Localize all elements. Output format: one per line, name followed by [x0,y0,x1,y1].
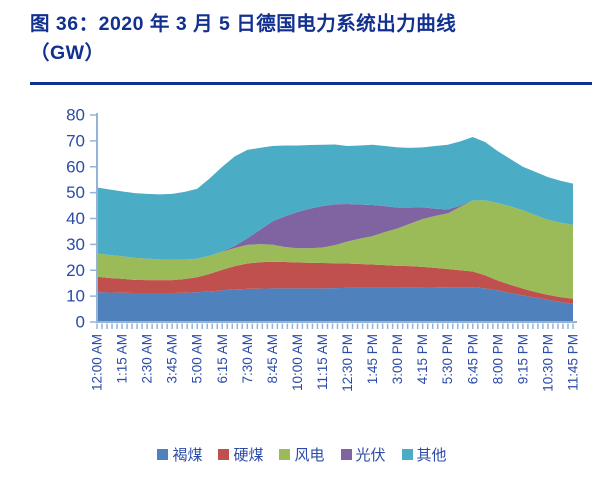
y-tick-label: 30 [66,235,85,254]
x-tick-label: 7:30 AM [240,334,255,384]
x-tick-label: 6:15 AM [215,334,230,384]
area-solar [97,200,573,260]
legend-item-wind: 风电 [279,444,325,465]
x-tick-label: 1:15 AM [115,334,130,384]
legend-item-lignite: 褐煤 [157,444,202,465]
x-tick-label: 11:15 AM [315,334,330,390]
legend-item-other: 其他 [401,444,447,465]
x-tick-label: 11:45 PM [566,334,581,391]
x-tick-label: 10:30 PM [540,334,555,392]
area-other [97,136,573,260]
y-tick-label: 10 [66,287,85,306]
y-tick-label: 0 [76,313,85,332]
legend-label-hard-coal: 硬煤 [233,447,264,464]
y-tick-label: 60 [66,157,85,176]
x-tick-label: 6:45 PM [465,334,480,384]
legend-swatch-lignite [157,449,169,460]
legend-swatch-solar [340,449,352,460]
title-underline [30,82,592,85]
x-tick-label: 3:00 PM [390,334,405,384]
area-wind [97,200,573,299]
y-tick-label: 70 [66,131,85,150]
x-tick-label: 3:45 AM [165,334,180,384]
x-tick-label: 10:00 AM [290,334,305,391]
x-tick-label: 2:30 AM [140,334,155,384]
x-tick-label: 12:00 AM [90,334,105,391]
legend-label-other: 其他 [416,447,447,464]
x-tick-label: 5:00 AM [190,334,205,384]
y-tick-label: 40 [66,209,85,228]
x-tick-label: 9:15 PM [515,334,530,384]
x-tick-label: 4:15 PM [415,334,430,384]
legend-swatch-wind [279,449,291,460]
legend-item-solar: 光伏 [340,444,386,465]
figure-title-line2: （GW） [30,42,105,64]
legend-item-hard-coal: 硬煤 [218,444,263,465]
x-tick-label: 8:00 PM [490,334,505,384]
legend-label-wind: 风电 [294,447,325,464]
y-tick-label: 20 [66,261,85,280]
x-tick-label: 1:45 PM [365,334,380,384]
area-hard-coal [97,261,573,304]
figure-title-line1: 图 36：2020 年 3 月 5 日德国电力系统出力曲线 [30,13,457,35]
x-tick-label: 5:30 PM [440,334,455,384]
area-lignite [97,287,573,322]
figure-title: 图 36：2020 年 3 月 5 日德国电力系统出力曲线 （GW） [30,10,592,68]
y-tick-label: 50 [66,183,85,202]
stacked-area-chart: 0 10 20 30 40 50 60 70 80 12:00 AM 1:15 AM 2:30 AM 3… [66,106,581,392]
x-tick-label: 8:45 AM [265,334,280,384]
legend-label-solar: 光伏 [355,447,386,464]
chart-legend: 褐煤 硬煤 风电 光伏 其他 [0,444,604,465]
legend-swatch-hard-coal [218,449,230,460]
y-tick-label: 80 [66,106,85,125]
x-tick-label: 12:30 PM [340,334,355,392]
legend-label-lignite: 褐煤 [172,447,203,464]
legend-swatch-other [401,449,413,460]
